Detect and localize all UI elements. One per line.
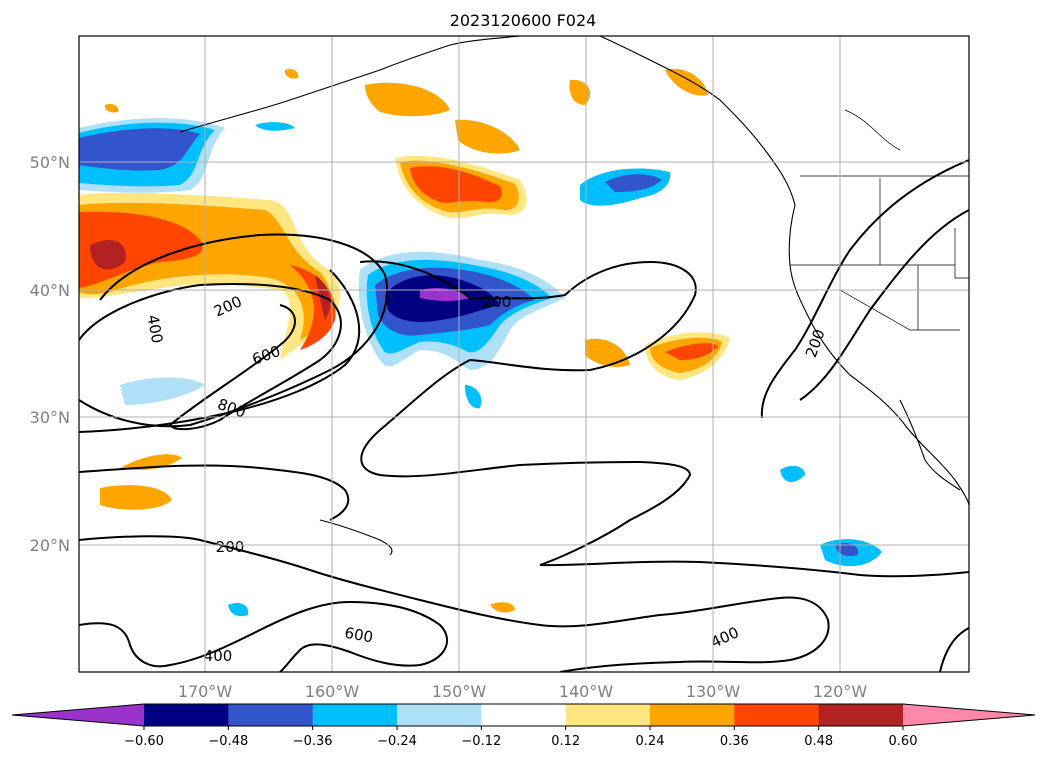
colorbar-segment <box>481 704 567 726</box>
lat-label-30n: 30°N <box>30 408 70 427</box>
colorbar-tick-label: −0.60 <box>124 734 164 749</box>
colorbar-segment <box>397 704 482 726</box>
colorbar-tick-label: −0.12 <box>461 734 501 749</box>
latitude-labels: 50°N 40°N 30°N 20°N <box>30 153 70 555</box>
colorbar-segment <box>818 704 904 726</box>
colorbar-tick-label: −0.36 <box>293 734 333 749</box>
lat-label-50n: 50°N <box>30 153 70 172</box>
lon-label-130w: 130°W <box>686 682 741 701</box>
contour-label: 600 <box>343 624 374 647</box>
colorbar-tick-label: 0.24 <box>636 734 665 749</box>
map-panel: 200 400 600 800 200 200 600 400 400 200 <box>78 35 970 673</box>
colorbar-extend-high <box>903 704 1035 726</box>
map-background <box>79 36 969 672</box>
colorbar-tick-label: 0.48 <box>804 734 833 749</box>
colorbar-segment <box>228 704 314 726</box>
contour-label: 200 <box>483 293 512 311</box>
contour-label: 400 <box>144 313 167 344</box>
colorbar-tick-label: 0.60 <box>889 734 918 749</box>
political-borders <box>790 109 969 331</box>
colorbar-tick-label: 0.36 <box>720 734 749 749</box>
lon-label-120w: 120°W <box>813 682 868 701</box>
colorbar-segment <box>650 704 735 726</box>
lon-label-170w: 170°W <box>178 682 233 701</box>
contour-label: 200 <box>216 538 245 556</box>
figure-title: 2023120600 F024 <box>450 11 597 30</box>
shaded-anomaly-field <box>79 68 882 617</box>
colorbar-segment <box>734 704 820 726</box>
lat-label-20n: 20°N <box>30 536 70 555</box>
contour-lines <box>79 159 969 672</box>
colorbar-segment <box>312 704 398 726</box>
lon-label-150w: 150°W <box>432 682 487 701</box>
lon-label-160w: 160°W <box>305 682 360 701</box>
colorbar-tick-label: 0.12 <box>551 734 580 749</box>
colorbar-segment <box>565 704 651 726</box>
colorbar-extend-low <box>12 704 144 726</box>
map-frame <box>78 35 970 673</box>
lat-label-40n: 40°N <box>30 281 70 300</box>
lon-label-140w: 140°W <box>559 682 614 701</box>
longitude-labels: 170°W 160°W 150°W 140°W 130°W 120°W <box>178 682 868 701</box>
colorbar-tick-label: −0.24 <box>377 734 417 749</box>
contour-label: 400 <box>204 647 233 665</box>
colorbar-segment <box>144 704 229 726</box>
gridlines <box>79 36 969 672</box>
colorbar-tick-label: −0.48 <box>208 734 248 749</box>
colorbar: −0.60 −0.48 −0.36 −0.24 −0.12 0.12 0.24 0.36 0.4… <box>11 703 1036 749</box>
